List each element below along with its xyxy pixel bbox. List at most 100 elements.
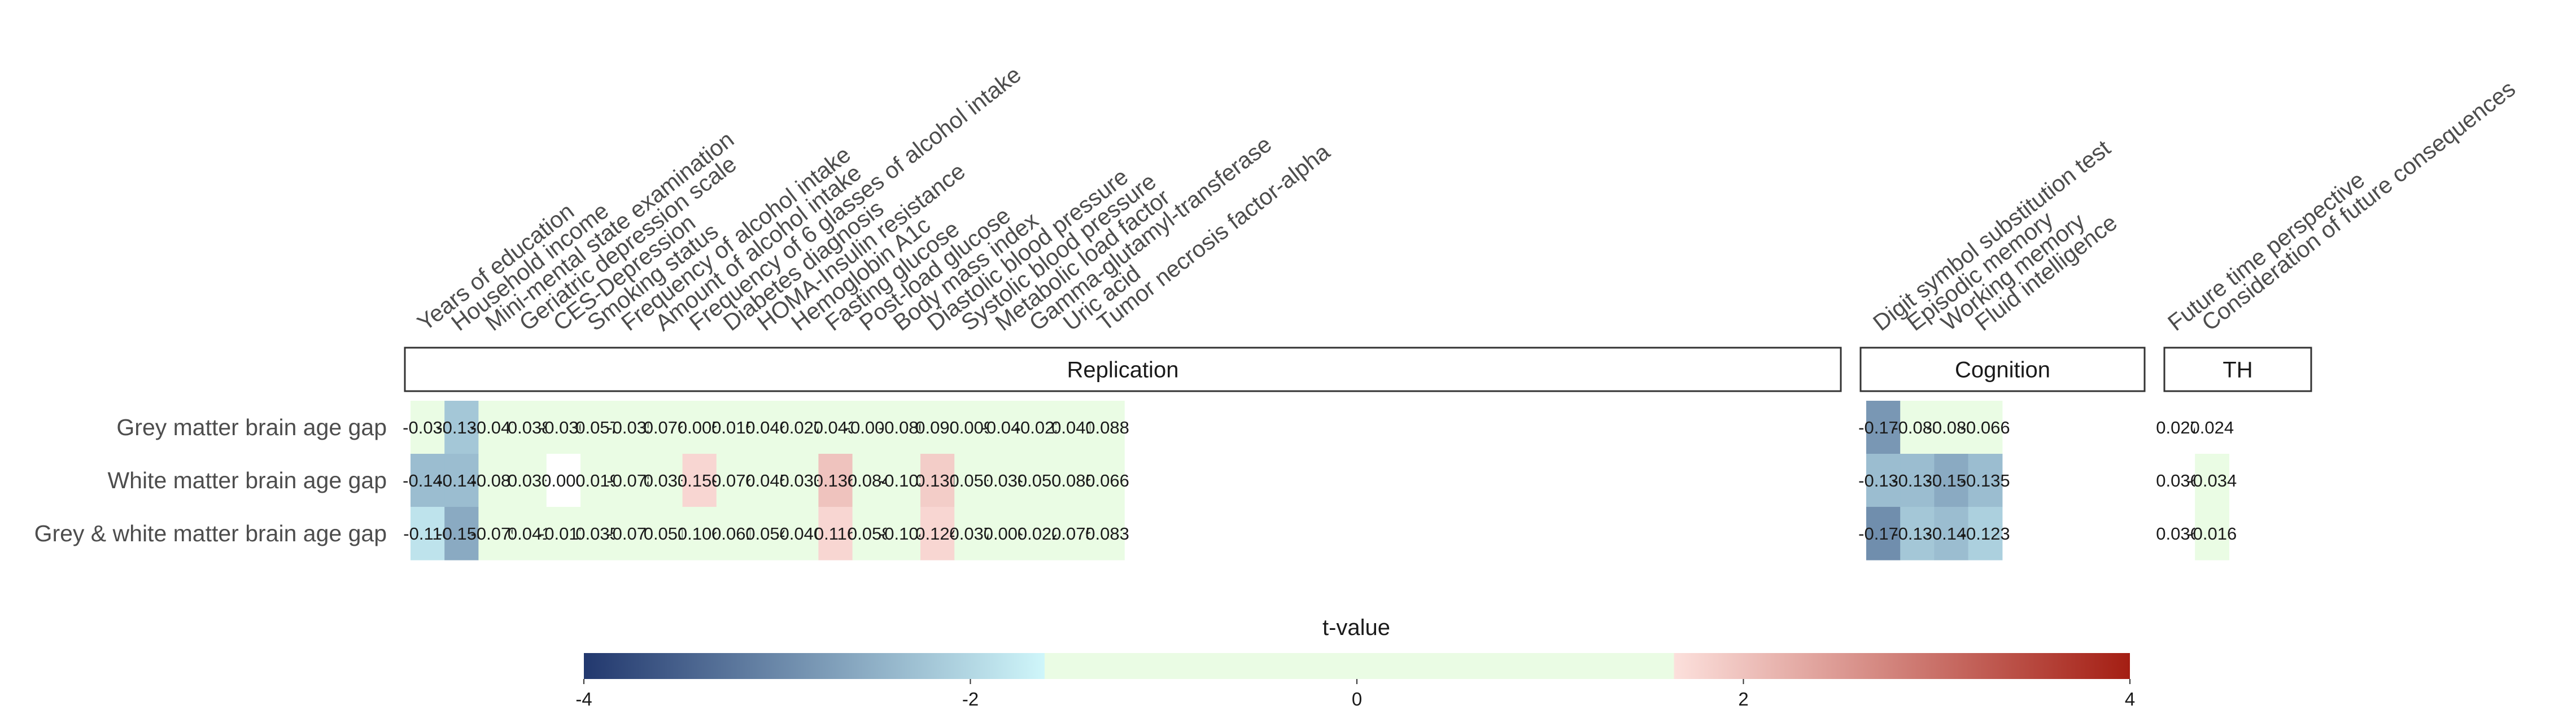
heatmap-cell (750, 454, 785, 507)
cell-value: 0.076 (711, 471, 756, 490)
cell-value: 0.024 (2190, 418, 2234, 437)
group-label-replication: Replication (1067, 358, 1179, 383)
cell-value: 0.085 (1051, 471, 1095, 490)
cell-value: 0.040 (780, 524, 824, 544)
heatmap-cell (478, 507, 513, 560)
cell-value: 0.000 (542, 471, 586, 490)
heatmap-cell (886, 507, 921, 560)
heatmap-cell (512, 454, 547, 507)
cell-value: -0.140 (1927, 524, 1976, 544)
cell-value: -0.143 (403, 471, 452, 490)
cell-value: 0.159 (678, 471, 722, 490)
heatmap-cell (1056, 401, 1091, 454)
heatmap-cell (1900, 401, 1935, 454)
heatmap-cell (818, 454, 853, 507)
cell-value: 0.057 (575, 418, 619, 437)
cell-value: -0.135 (1892, 471, 1942, 490)
cell-value: -0.012 (539, 524, 588, 544)
cell-value: 0.041 (1051, 418, 1095, 437)
cell-value: 0.035 (575, 524, 619, 544)
heatmap-cell (1968, 507, 2003, 560)
group-headers: Replication Cognition TH (404, 347, 2312, 392)
heatmap-cell (1056, 507, 1091, 560)
colorbar-tick-label: -2 (962, 689, 979, 709)
heatmap-cell (682, 507, 717, 560)
heatmap-cell (614, 454, 649, 507)
cell-value: -0.066 (1961, 418, 2010, 437)
heatmap-cell (580, 507, 615, 560)
cell-value: 0.076 (644, 418, 688, 437)
heatmap-cell (478, 401, 513, 454)
group-box-cognition (1859, 347, 2146, 392)
heatmap-cell (1934, 454, 1969, 507)
heatmap-cell (716, 401, 751, 454)
heatmap-cell (411, 507, 445, 560)
heatmap-cell (512, 507, 547, 560)
heatmap-cell (716, 507, 751, 560)
heatmap-cell (750, 401, 785, 454)
heatmap-cell (784, 401, 819, 454)
cell-value: 0.058 (848, 524, 892, 544)
row-labels: Grey matter brain age gap White matter br… (34, 414, 387, 546)
cell-value: -0.116 (403, 524, 452, 544)
heatmap-cell (818, 507, 853, 560)
heatmap-cell (886, 454, 921, 507)
group-label-th: TH (2223, 358, 2252, 383)
heatmap-cell (614, 401, 649, 454)
heatmap-cell (954, 401, 989, 454)
heatmap-cell (444, 454, 479, 507)
heatmap-cell (1090, 401, 1125, 454)
colorbar-tick-label: -4 (575, 689, 592, 709)
cell-value: -0.016 (2187, 524, 2237, 544)
heatmap-cell (920, 507, 955, 560)
heatmap-cell (1056, 454, 1091, 507)
heatmap-cell (852, 401, 887, 454)
cell-value: 0.061 (711, 524, 756, 544)
cell-value: -0.176 (1858, 524, 1908, 544)
heatmap-cell (1022, 401, 1057, 454)
cell-value: -0.034 (2187, 471, 2237, 490)
cell-value: -0.145 (436, 471, 486, 490)
cell-value: 0.041 (508, 524, 552, 544)
heatmap-cell (1022, 507, 1057, 560)
cell-value: 0.053 (950, 471, 994, 490)
heatmap-cell (886, 401, 921, 454)
cell-value: -0.080 (879, 418, 928, 437)
heatmap-cell (682, 401, 717, 454)
colorbar (584, 653, 2130, 679)
cell-value: -0.150 (1927, 471, 1976, 490)
cell-value: 0.027 (780, 418, 824, 437)
cell-value: 0.033 (508, 471, 552, 490)
heatmap-cell (411, 454, 445, 507)
colorbar-tick-label: 2 (1738, 689, 1748, 709)
heatmap-cell (1968, 454, 2003, 507)
cell-value: 0.043 (814, 418, 858, 437)
cell-value: 0.131 (915, 471, 959, 490)
heatmap-cell (1866, 507, 1901, 560)
cell-value: -0.171 (1858, 418, 1908, 437)
heatmap-cell (2195, 454, 2229, 507)
cell-value: 0.009 (950, 418, 994, 437)
heatmap-cell (920, 401, 955, 454)
cell-value: 0.015 (711, 418, 756, 437)
cell-value: -0.009 (845, 418, 894, 437)
cell-value: 0.036 (2156, 524, 2200, 544)
cell-value: -0.135 (1961, 471, 2010, 490)
colorbar-tick-label: 0 (1352, 689, 1362, 709)
heatmap-cell (1900, 507, 1935, 560)
cell-value: 0.124 (915, 524, 959, 544)
cell-value: -0.158 (436, 524, 486, 544)
heatmap-cell (682, 454, 717, 507)
cell-value: -0.041 (471, 418, 521, 437)
cell-value: 0.019 (575, 471, 619, 490)
cell-value: 0.005 (678, 418, 722, 437)
heatmap-cell (784, 454, 819, 507)
column-label: Future time perspective (2163, 167, 2369, 336)
heatmap-cell (614, 507, 649, 560)
heatmap-cell (648, 401, 683, 454)
cell-value: -0.036 (539, 418, 588, 437)
heatmap-cell (988, 401, 1023, 454)
group-label-cognition: Cognition (1955, 358, 2050, 383)
